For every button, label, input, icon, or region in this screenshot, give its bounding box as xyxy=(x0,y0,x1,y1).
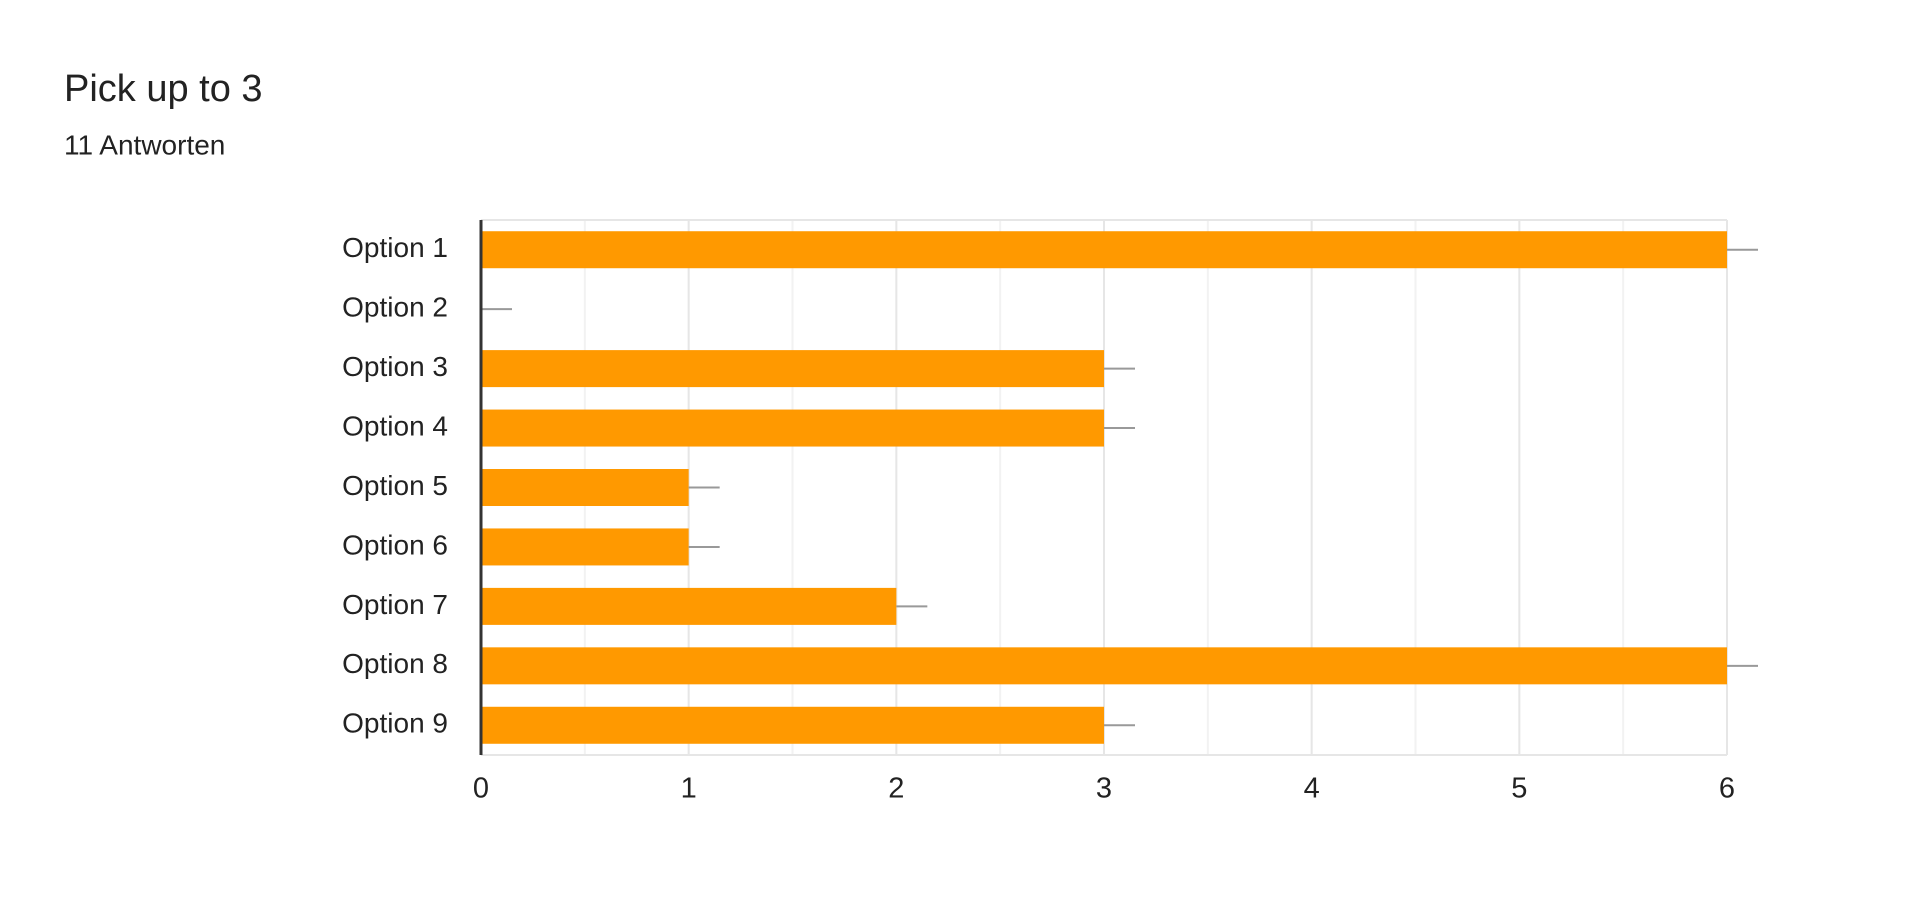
x-tick-label: 4 xyxy=(1304,773,1320,805)
bar xyxy=(481,587,897,625)
bar xyxy=(481,528,689,566)
bar xyxy=(481,350,1104,388)
x-tick-label: 3 xyxy=(1096,773,1112,805)
bar xyxy=(481,409,1104,447)
chart-title: Pick up to 3 xyxy=(64,68,263,110)
y-tick-label: Option 7 xyxy=(342,589,448,620)
y-tick-label: Option 6 xyxy=(342,529,448,560)
chart-subtitle: 11 Antworten xyxy=(64,129,225,160)
x-tick-label: 0 xyxy=(473,773,489,805)
x-tick-label: 5 xyxy=(1511,773,1527,805)
bar xyxy=(481,469,689,506)
y-tick-label: Option 3 xyxy=(342,351,448,382)
x-tick-label: 6 xyxy=(1719,773,1735,805)
x-tick-label: 1 xyxy=(681,773,697,805)
y-tick-label: Option 8 xyxy=(342,648,448,679)
y-tick-label: Option 1 xyxy=(342,232,448,263)
x-tick-label: 2 xyxy=(888,773,904,805)
bar xyxy=(481,706,1104,744)
y-tick-label: Option 9 xyxy=(342,708,448,739)
y-tick-label: Option 5 xyxy=(342,470,448,501)
bar xyxy=(481,231,1727,269)
y-tick-label: Option 2 xyxy=(342,292,448,323)
bar xyxy=(481,647,1727,685)
y-tick-label: Option 4 xyxy=(342,410,448,441)
